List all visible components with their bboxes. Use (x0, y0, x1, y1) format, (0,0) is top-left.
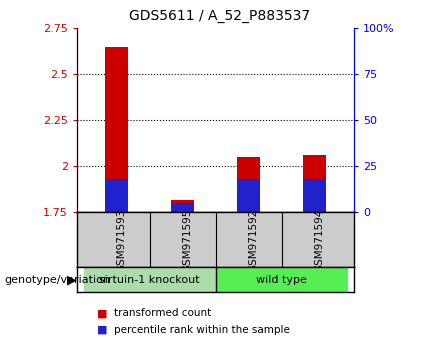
Text: transformed count: transformed count (114, 308, 212, 318)
Text: GSM971593: GSM971593 (117, 208, 127, 272)
Bar (105, 179, 128, 212)
Text: ■: ■ (97, 325, 107, 335)
Bar (171, 200, 194, 212)
Bar (216, 267, 348, 292)
Bar (237, 179, 260, 212)
Text: GSM971595: GSM971595 (183, 208, 193, 272)
Text: GDS5611 / A_52_P883537: GDS5611 / A_52_P883537 (129, 9, 311, 23)
Text: GSM971592: GSM971592 (249, 208, 259, 272)
Text: sirtuin-1 knockout: sirtuin-1 knockout (99, 275, 200, 285)
Text: GSM971594: GSM971594 (315, 208, 325, 272)
Bar (303, 179, 326, 212)
Text: genotype/variation: genotype/variation (4, 275, 110, 285)
Text: wild type: wild type (256, 275, 307, 285)
Bar (171, 203, 194, 212)
Text: ■: ■ (97, 308, 107, 318)
Bar (303, 155, 326, 212)
Text: ▶: ▶ (67, 273, 77, 286)
Bar (84, 267, 216, 292)
Bar (237, 157, 260, 212)
Bar (105, 47, 128, 212)
Text: percentile rank within the sample: percentile rank within the sample (114, 325, 290, 335)
